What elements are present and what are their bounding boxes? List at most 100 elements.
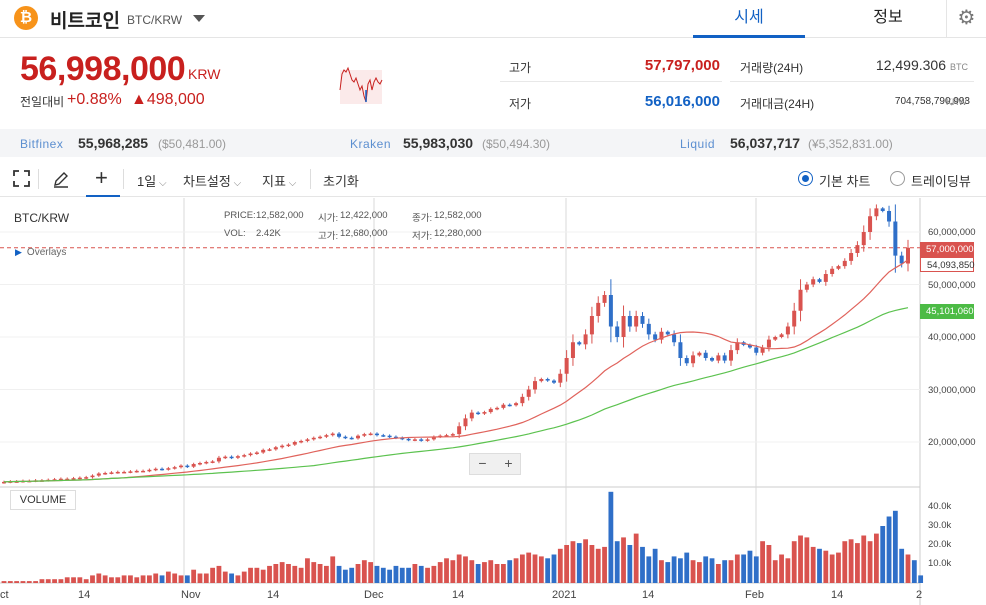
candle-body: [406, 438, 411, 441]
candle-body: [836, 266, 841, 269]
volume-bar: [728, 560, 734, 583]
volume-bar: [273, 564, 279, 583]
coin-name[interactable]: 비트코인: [50, 11, 120, 32]
coin-dropdown-icon[interactable]: [193, 15, 205, 22]
volume-bar: [842, 541, 848, 583]
candle-body: [324, 435, 329, 437]
candle-body: [229, 456, 234, 459]
ohlc-open: 12,422,000: [340, 210, 388, 221]
exchange-name: Liquid: [680, 137, 716, 151]
zoom-in-button[interactable]: +: [504, 455, 513, 471]
candle-body: [292, 442, 297, 445]
exchange-row: Bitfinex 55,968,285 ($50,481.00) Kraken …: [0, 129, 986, 157]
candle-body: [393, 436, 398, 439]
volume-bar: [387, 569, 393, 583]
volume-bar: [33, 581, 39, 583]
volume-bar: [172, 573, 178, 583]
candle-body: [564, 358, 569, 374]
time-axis-tick: Feb: [745, 589, 764, 601]
fullscreen-icon[interactable]: [13, 170, 30, 190]
basic-chart-label[interactable]: 기본 차트: [819, 174, 871, 189]
price-unit: KRW: [188, 66, 221, 82]
candle-body: [887, 211, 892, 222]
volume-bar: [823, 550, 829, 583]
candle-body: [627, 316, 632, 327]
volume-bar: [39, 579, 45, 583]
volume-bar: [589, 545, 595, 583]
volume-bar: [140, 575, 146, 583]
candle-body: [861, 232, 866, 246]
ohlc-vol: 2.42K: [256, 228, 281, 239]
volume-bar: [77, 577, 83, 583]
volume-bar: [393, 565, 399, 583]
volume-bar: [20, 581, 26, 583]
candle-body: [868, 216, 873, 232]
candle-body: [147, 469, 152, 472]
basic-chart-radio[interactable]: [798, 171, 813, 186]
volume-bar: [45, 579, 51, 583]
candle-body: [507, 404, 512, 407]
indicators-label: 지표: [262, 174, 286, 189]
chart-settings-dropdown[interactable]: 차트설정 ⌵: [183, 174, 242, 189]
price-axis-tick: 60,000,000: [928, 227, 976, 238]
crosshair-tool[interactable]: +: [86, 162, 120, 197]
gear-icon[interactable]: ⚙: [946, 0, 986, 38]
tradingview-label[interactable]: 트레이딩뷰: [911, 174, 971, 189]
candle-body: [665, 331, 670, 335]
exchange-foreign-price: ($50,494.30): [482, 137, 551, 151]
volume-bar: [159, 575, 165, 583]
reset-button[interactable]: 초기화: [323, 174, 359, 189]
tradingview-radio[interactable]: [890, 171, 905, 186]
candle-body: [849, 253, 854, 261]
exchange-foreign-price: (¥5,352,831.00): [808, 137, 893, 151]
candle-body: [267, 449, 272, 451]
volume-panel-label: VOLUME: [10, 490, 76, 510]
header-bar: ₿ 비트코인 BTC/KRW 시세 정보 ⚙: [0, 0, 986, 38]
candle-body: [299, 440, 304, 443]
ohlc-vol-label: VOL:: [224, 228, 246, 239]
exchange-name: Kraken: [350, 137, 392, 151]
candle-body: [684, 358, 689, 364]
candle-body: [96, 473, 101, 476]
volume-bar: [608, 491, 614, 583]
candle-body: [172, 467, 177, 469]
pencil-icon[interactable]: [52, 170, 70, 191]
volume-bar: [260, 569, 266, 583]
candle-body: [678, 342, 683, 358]
candle-body: [570, 342, 575, 358]
candle-body: [589, 316, 594, 335]
volume-bar: [229, 573, 234, 583]
candle-body: [602, 295, 607, 303]
tab-info[interactable]: 정보: [873, 9, 903, 26]
candle-body: [842, 260, 847, 267]
candle-body: [697, 352, 702, 356]
candle-body: [84, 477, 89, 479]
change-label: 전일대비: [20, 95, 65, 109]
ohlc-open-label: 시가:: [318, 213, 339, 224]
volume-bar: [128, 575, 133, 583]
volume-bar: [26, 581, 32, 583]
volume-bar: [71, 577, 76, 583]
amount-value: 704,758,790,993: [894, 96, 970, 107]
price-chart[interactable]: [0, 198, 986, 605]
candle-body: [766, 339, 771, 348]
zoom-out-button[interactable]: −: [478, 455, 487, 471]
overlays-toggle[interactable]: ▶ Overlays: [15, 247, 66, 258]
volume-bar: [918, 575, 924, 583]
interval-dropdown[interactable]: 1일 ⌵: [137, 174, 167, 189]
candle-body: [747, 344, 752, 348]
zoom-controls: − +: [469, 453, 521, 475]
candle-body: [71, 478, 76, 480]
coin-pair[interactable]: BTC/KRW: [127, 13, 183, 27]
volume-bar: [14, 581, 20, 583]
candle-body: [716, 355, 721, 361]
candle-body: [280, 445, 285, 448]
indicators-dropdown[interactable]: 지표 ⌵: [262, 174, 297, 189]
volume-bar: [747, 550, 753, 583]
candle-body: [735, 342, 740, 351]
volume-bar: [178, 575, 184, 583]
candle-body: [223, 456, 228, 459]
tab-price[interactable]: 시세: [693, 0, 805, 38]
volume-bar: [715, 564, 721, 583]
ohlc-close: 12,582,000: [434, 210, 482, 221]
